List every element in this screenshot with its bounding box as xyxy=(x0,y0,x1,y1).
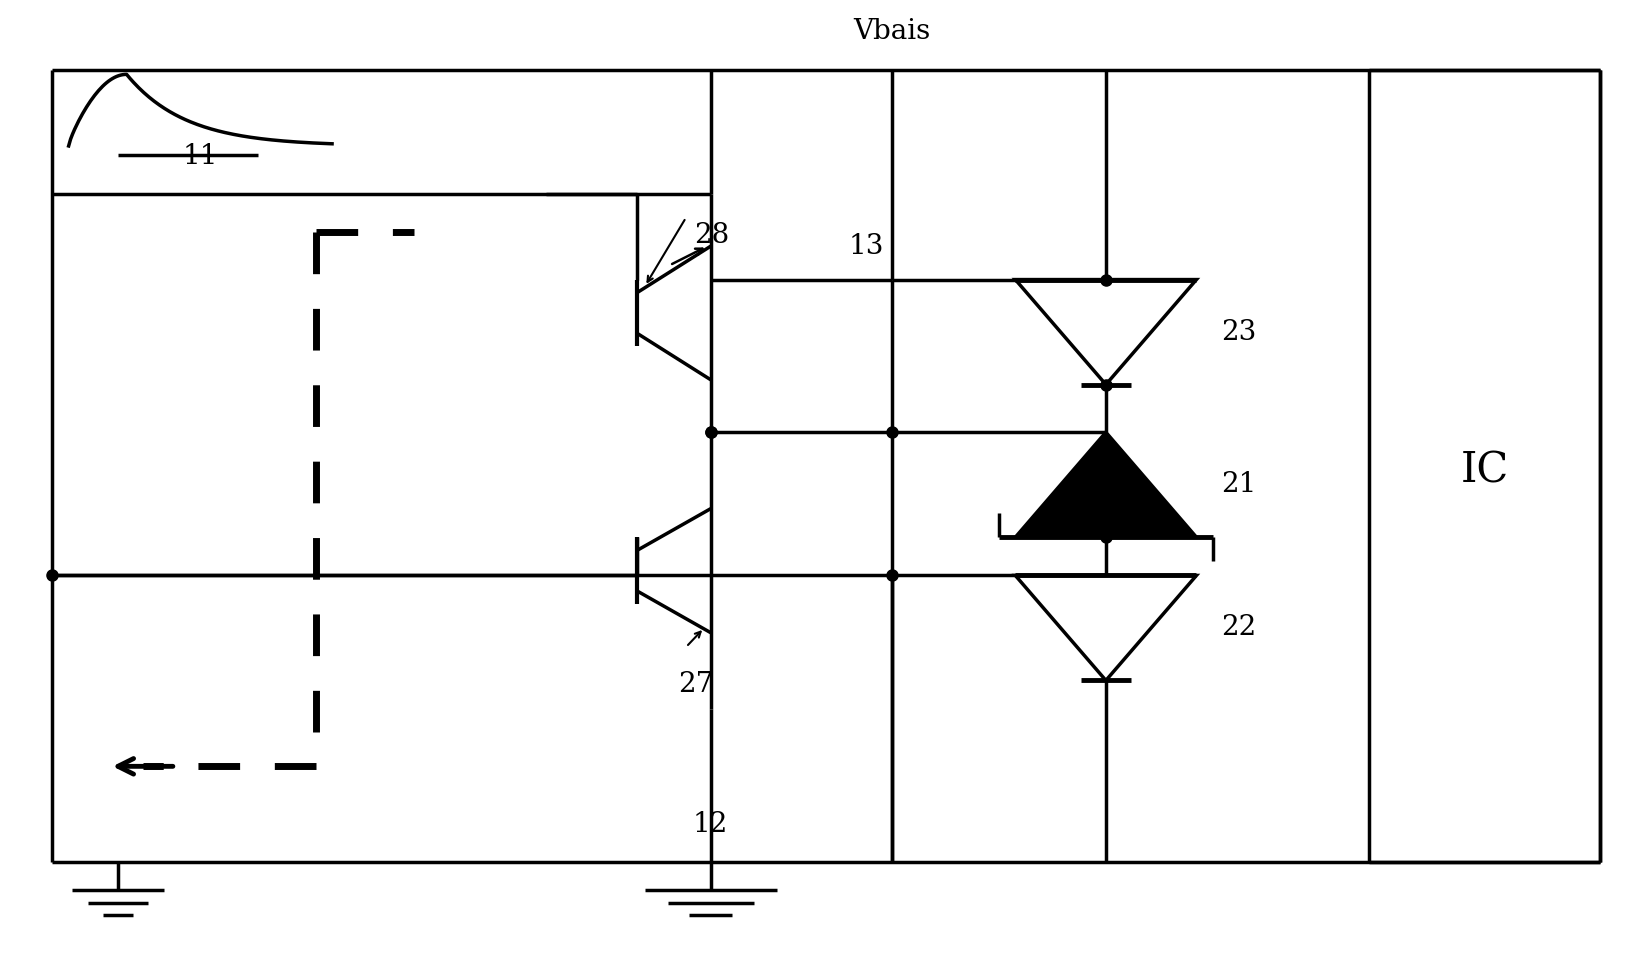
Polygon shape xyxy=(1016,432,1196,538)
Text: Vbais: Vbais xyxy=(852,18,930,45)
Text: 21: 21 xyxy=(1221,471,1257,498)
Text: IC: IC xyxy=(1460,449,1508,492)
Text: 12: 12 xyxy=(694,811,729,838)
Text: 23: 23 xyxy=(1221,319,1257,346)
Text: 28: 28 xyxy=(694,223,730,250)
Text: 13: 13 xyxy=(847,233,884,260)
Text: 11: 11 xyxy=(183,143,218,170)
Text: 27: 27 xyxy=(677,671,714,698)
Text: 22: 22 xyxy=(1221,614,1257,641)
